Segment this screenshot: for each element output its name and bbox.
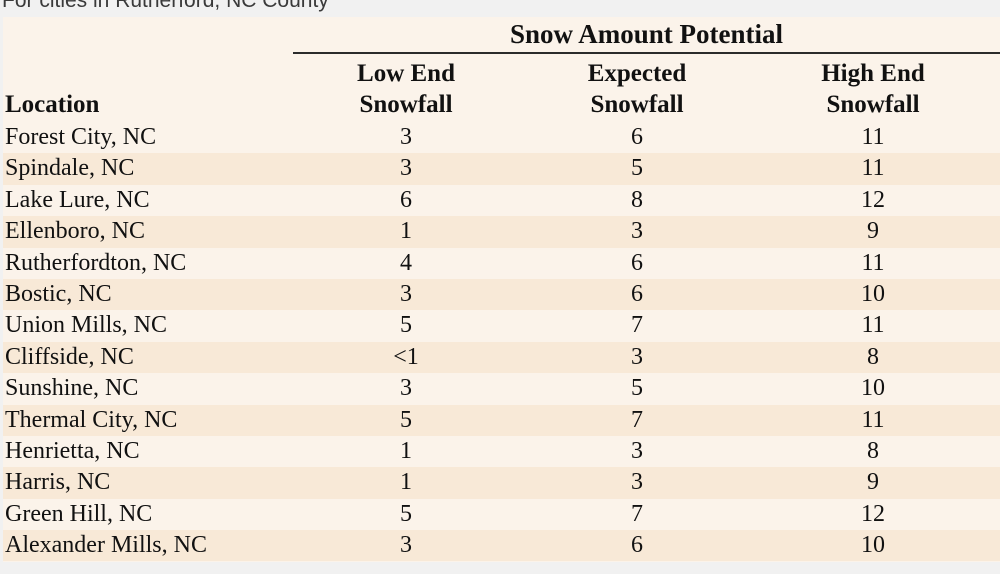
cell-location: Forest City, NC (5, 124, 157, 150)
cell-low-end: 3 (400, 280, 412, 307)
cell-high-end: 11 (861, 249, 885, 276)
cell-low-end: 4 (400, 249, 412, 276)
table-row: Bostic, NC 3 6 10 (3, 278, 1000, 311)
cell-expected: 7 (631, 500, 643, 527)
column-header-low-end-line1: Low End (357, 60, 455, 87)
table-row: Cliffside, NC <1 3 8 (3, 341, 1000, 374)
cell-high-end: 9 (867, 469, 879, 496)
table-row: Spindale, NC 3 5 11 (3, 153, 1000, 185)
cell-location: Thermal City, NC (5, 406, 178, 433)
table-caption: For cities in Rutherford, NC County (2, 0, 329, 12)
cell-low-end: 5 (400, 312, 412, 339)
table-body: Forest City, NC 3 6 11 Spindale, NC 3 5 11 Lake … (3, 122, 1000, 562)
cell-expected: 6 (631, 249, 643, 276)
cell-high-end: 9 (867, 218, 879, 245)
cell-expected: 3 (631, 469, 643, 496)
cell-location: Bostic, NC (5, 280, 112, 307)
table-row: Ellenboro, NC 1 3 9 (3, 216, 1000, 248)
cell-location: Union Mills, NC (5, 312, 168, 339)
column-header-low-end: Low End Snowfall (293, 58, 519, 120)
cell-low-end: 1 (400, 437, 412, 464)
table-row: Alexander Mills, NC 3 6 10 (3, 530, 1000, 562)
column-header-location: Location (5, 91, 100, 118)
cell-high-end: 11 (861, 155, 885, 182)
table-row: Thermal City, NC 5 7 11 (3, 404, 1000, 436)
cell-high-end: 8 (867, 437, 879, 464)
table-row: Green Hill, NC 5 7 12 (3, 498, 1000, 531)
cell-expected: 7 (631, 312, 643, 339)
column-header-low-end-line2: Snowfall (359, 91, 453, 118)
column-header-expected: Expected Snowfall (519, 58, 755, 120)
cell-location: Harris, NC (5, 469, 111, 496)
column-header-expected-line1: Expected (587, 60, 687, 87)
table-row: Sunshine, NC 3 5 10 (3, 373, 1000, 405)
column-header-high-end-line2: Snowfall (826, 91, 920, 118)
cell-high-end: 10 (861, 532, 885, 559)
cell-low-end: 6 (400, 186, 412, 213)
cell-low-end: 3 (400, 124, 412, 150)
cell-location: Ellenboro, NC (5, 218, 145, 245)
cell-high-end: 10 (861, 375, 885, 402)
cell-expected: 6 (631, 532, 643, 559)
cell-expected: 7 (631, 406, 643, 433)
cell-low-end: 1 (400, 218, 412, 245)
table-row: Forest City, NC 3 6 11 (3, 122, 1000, 154)
cell-high-end: 10 (861, 280, 885, 307)
cell-high-end: 11 (861, 312, 885, 339)
column-header-expected-line2: Snowfall (590, 91, 684, 118)
group-header-snow-amount: Snow Amount Potential (293, 17, 1000, 54)
table-row: Harris, NC 1 3 9 (3, 467, 1000, 499)
table-row: Rutherfordton, NC 4 6 11 (3, 247, 1000, 279)
table-row: Henrietta, NC 1 3 8 (3, 435, 1000, 468)
cell-high-end: 11 (861, 406, 885, 433)
cell-location: Cliffside, NC (5, 343, 134, 370)
cell-expected: 5 (631, 375, 643, 402)
cell-low-end: 3 (400, 155, 412, 182)
cell-expected: 3 (631, 437, 643, 464)
cell-location: Lake Lure, NC (5, 186, 150, 213)
cell-location: Alexander Mills, NC (5, 532, 207, 559)
cell-expected: 6 (631, 280, 643, 307)
cell-high-end: 8 (867, 343, 879, 370)
cell-expected: 8 (631, 186, 643, 213)
table-row: Lake Lure, NC 6 8 12 (3, 184, 1000, 217)
cell-expected: 3 (631, 343, 643, 370)
table-row: Union Mills, NC 5 7 11 (3, 310, 1000, 342)
cell-low-end: 1 (400, 469, 412, 496)
cell-location: Rutherfordton, NC (5, 249, 187, 276)
cell-location: Green Hill, NC (5, 500, 153, 527)
cell-expected: 6 (631, 124, 643, 150)
cell-low-end: 5 (400, 406, 412, 433)
cell-location: Spindale, NC (5, 155, 135, 182)
cell-high-end: 11 (861, 124, 885, 150)
cell-high-end: 12 (861, 186, 885, 213)
cell-low-end: 3 (400, 532, 412, 559)
column-header-high-end: High End Snowfall (755, 58, 991, 120)
snowfall-table: Snow Amount Potential Low End Snowfall E… (3, 17, 1000, 562)
cell-low-end: 3 (400, 375, 412, 402)
cell-high-end: 12 (861, 500, 885, 527)
column-header-high-end-line1: High End (821, 60, 925, 87)
cell-low-end: <1 (393, 343, 419, 370)
cell-expected: 3 (631, 218, 643, 245)
cell-low-end: 5 (400, 500, 412, 527)
cell-location: Sunshine, NC (5, 375, 139, 402)
cell-expected: 5 (631, 155, 643, 182)
cell-location: Henrietta, NC (5, 437, 140, 464)
